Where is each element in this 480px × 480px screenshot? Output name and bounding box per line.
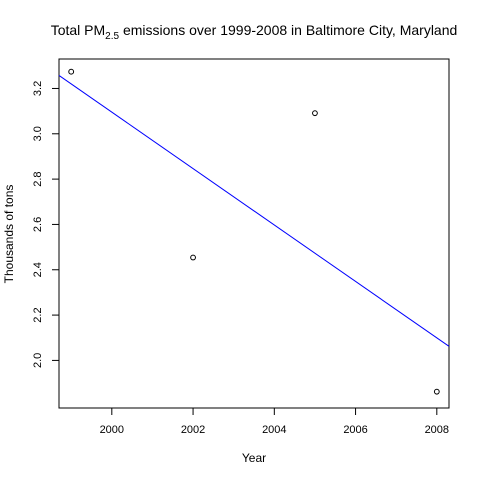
data-point: [190, 254, 196, 261]
data-point: [312, 110, 318, 117]
x-axis-label: Year: [242, 451, 266, 465]
x-tick-label: 2008: [425, 424, 449, 436]
x-axis: 2000 2002 2004 2006 2008: [100, 408, 449, 436]
plot-frame: [58, 58, 450, 409]
y-tick-label: 2.2: [32, 307, 44, 322]
chart-title-subscript: 2.5: [105, 31, 119, 42]
y-tick-label: 3.0: [32, 126, 44, 141]
y-axis-label: Thousands of tons: [2, 185, 16, 284]
y-axis: 2.0 2.2 2.4 2.6 2.8 3.0 3.2: [32, 81, 59, 368]
y-tick-label: 2.6: [32, 217, 44, 232]
data-point: [433, 388, 440, 395]
x-tick-label: 2006: [343, 424, 367, 436]
data-point: [68, 68, 75, 75]
x-tick-label: 2002: [181, 424, 205, 436]
y-tick-label: 2.0: [32, 353, 44, 368]
chart-title-prefix: Total PM: [51, 22, 105, 38]
fit-line-layer: [58, 75, 450, 347]
x-tick-label: 2000: [100, 424, 124, 436]
data-points-layer: [68, 68, 440, 395]
y-tick-label: 2.8: [32, 171, 44, 186]
chart-title-suffix: emissions over 1999-2008 in Baltimore Ci…: [119, 22, 457, 38]
y-tick-label: 3.2: [32, 81, 44, 96]
fit-line: [58, 75, 450, 347]
chart-title: Total PM2.5 emissions over 1999-2008 in …: [51, 22, 458, 42]
x-tick-label: 2004: [262, 424, 286, 436]
y-tick-label: 2.4: [32, 262, 44, 277]
